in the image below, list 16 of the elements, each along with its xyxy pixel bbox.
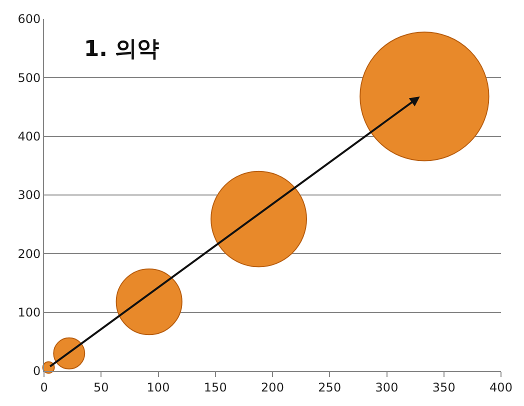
y-tick-label: 400 xyxy=(18,130,41,144)
x-tick-label: 350 xyxy=(432,380,456,394)
x-tick-label: 50 xyxy=(93,380,109,394)
x-tick-label: 100 xyxy=(146,380,170,394)
y-tick-label: 500 xyxy=(18,70,41,85)
x-tick-label: 200 xyxy=(261,380,284,394)
text: 1. 의약 xyxy=(84,37,160,62)
y-tick-label: 0 xyxy=(32,364,41,378)
y-tick-label: 100 xyxy=(18,306,41,320)
y-tick-label: 200 xyxy=(18,246,41,261)
x-tick-label: 150 xyxy=(204,380,227,394)
x-tick-label: 300 xyxy=(375,380,398,394)
x-tick-label: 400 xyxy=(490,380,512,394)
y-tick-label: 300 xyxy=(18,188,41,202)
y-tick-label: 600 xyxy=(18,12,41,26)
x-tick-label: 250 xyxy=(318,380,342,394)
